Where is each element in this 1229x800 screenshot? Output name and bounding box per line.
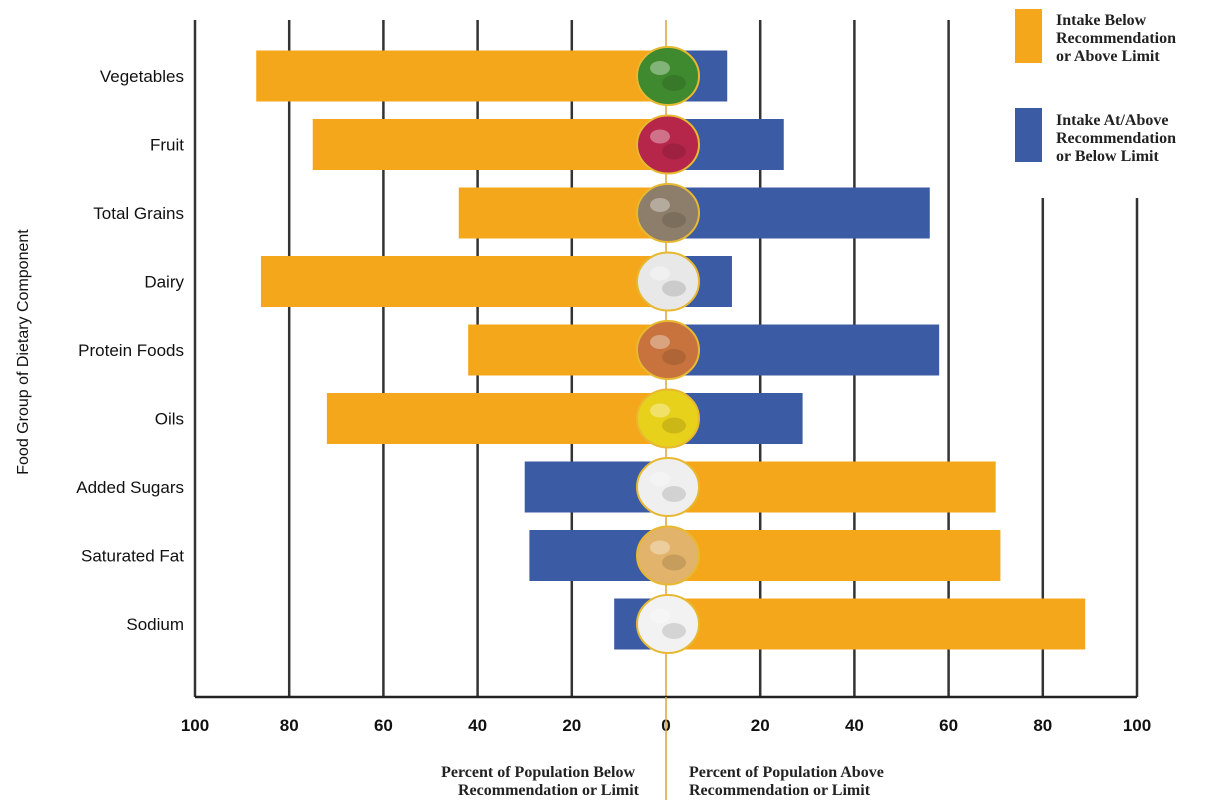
x-tick-label: 60 xyxy=(939,716,958,735)
category-label: Fruit xyxy=(150,136,184,155)
bar-right xyxy=(666,598,1086,650)
bar-left xyxy=(312,119,666,170)
x-tick-label: 80 xyxy=(1033,716,1052,735)
x-tick-label: 40 xyxy=(845,716,864,735)
x-tick-label: 80 xyxy=(280,716,299,735)
legend-at-above-line-2: Recommendation xyxy=(1056,130,1176,147)
y-axis-title: Food Group of Dietary Component xyxy=(15,229,32,475)
sugar-icon xyxy=(636,457,700,517)
category-label: Saturated Fat xyxy=(81,547,184,566)
milk-icon xyxy=(636,251,700,312)
bar-right xyxy=(666,324,940,376)
category-label: Added Sugars xyxy=(76,478,184,497)
category-label: Oils xyxy=(155,410,184,429)
bar-left xyxy=(458,187,666,239)
legend-below-line-2: Recommendation xyxy=(1056,30,1176,47)
grains-icon xyxy=(636,183,700,243)
x-tick-label: 100 xyxy=(1123,716,1151,735)
legend-below-line-3: or Above Limit xyxy=(1056,48,1160,65)
category-label: Total Grains xyxy=(93,204,184,223)
butter-icon xyxy=(636,525,700,586)
bar-left xyxy=(468,324,666,376)
salt-icon xyxy=(636,594,700,654)
bar-left xyxy=(326,393,666,444)
x-tick-label: 20 xyxy=(562,716,581,735)
x-label-left-line-1: Percent of Population Below xyxy=(441,764,635,781)
x-label-left: Percent of Population Below Recommendati… xyxy=(441,764,640,799)
category-label: Sodium xyxy=(126,615,184,634)
x-tick-label: 60 xyxy=(374,716,393,735)
x-label-right-line-1: Percent of Population Above xyxy=(689,764,884,781)
meat-icon xyxy=(636,320,700,380)
legend-below-line-1: Intake Below xyxy=(1056,12,1147,29)
legend-at-above-line-3: or Below Limit xyxy=(1056,148,1159,165)
bar-right xyxy=(666,530,1001,581)
oil-icon xyxy=(636,388,700,449)
legend-label-at-above: Intake At/Above Recommendation or Below … xyxy=(1056,112,1180,165)
bar-right xyxy=(666,187,930,239)
legend-at-above-line-1: Intake At/Above xyxy=(1056,112,1168,129)
x-label-left-line-2: Recommendation or Limit xyxy=(458,782,640,799)
category-label: Vegetables xyxy=(100,67,184,86)
legend-swatch-at-above xyxy=(1015,108,1042,162)
bar-left xyxy=(260,256,666,307)
legend-label-below: Intake Below Recommendation or Above Lim… xyxy=(1056,12,1180,65)
bars xyxy=(256,50,1086,650)
x-label-right-line-2: Recommendation or Limit xyxy=(689,782,871,799)
x-label-right: Percent of Population Above Recommendati… xyxy=(689,764,888,799)
category-label: Protein Foods xyxy=(78,341,184,360)
food-icons xyxy=(636,46,700,654)
x-tick-labels: 10080604020020406080100 xyxy=(181,716,1151,735)
category-labels: Vegetables Fruit Total Grains Dairy Protein … xyxy=(76,67,184,634)
x-tick-label: 100 xyxy=(181,716,209,735)
bar-right xyxy=(666,461,996,513)
leafy-greens-icon xyxy=(636,46,700,106)
raspberries-icon xyxy=(636,114,700,175)
legend-swatch-below xyxy=(1015,9,1042,63)
legend: Intake Below Recommendation or Above Lim… xyxy=(1015,9,1180,165)
category-label: Dairy xyxy=(144,273,184,292)
x-tick-label: 40 xyxy=(468,716,487,735)
bar-left xyxy=(256,50,666,102)
x-tick-label: 20 xyxy=(751,716,770,735)
